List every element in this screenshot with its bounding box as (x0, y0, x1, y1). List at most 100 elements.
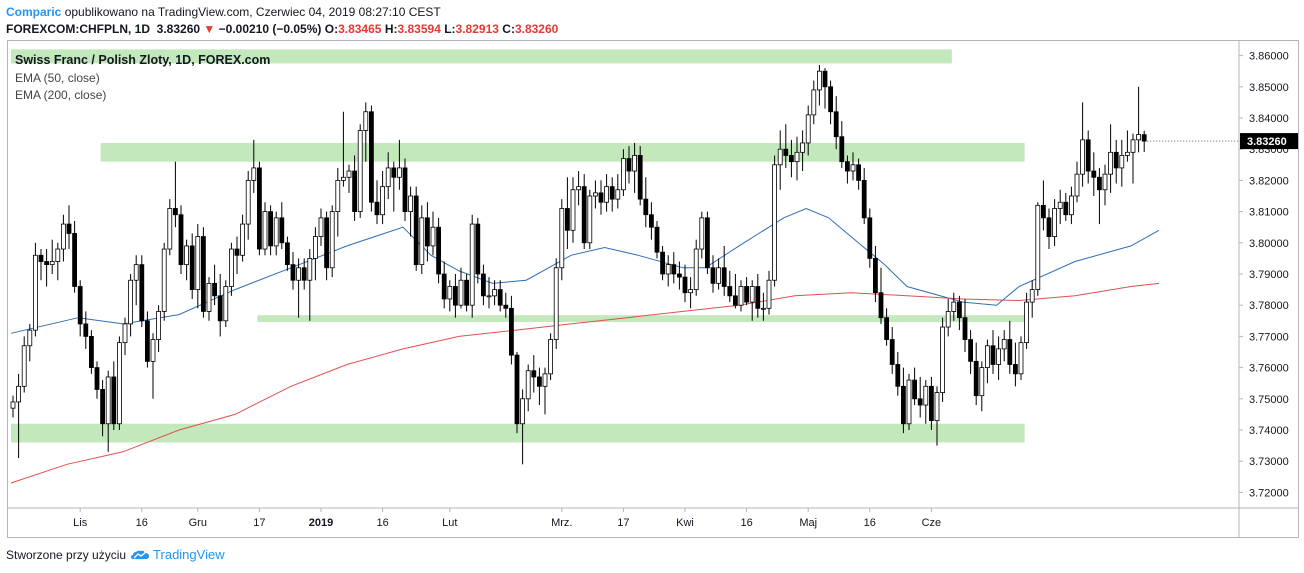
candle (604, 174, 609, 212)
candle (649, 202, 654, 240)
candle (195, 224, 201, 309)
open-value: 3.83465 (338, 22, 382, 36)
candle (100, 380, 105, 437)
candle (1052, 199, 1057, 246)
candles-layer (10, 64, 1147, 465)
candle-body (1029, 289, 1035, 303)
candle-body (312, 236, 318, 259)
candle-body (368, 111, 374, 203)
support-resistance-zone (11, 49, 952, 64)
candle-body (66, 223, 72, 234)
candle (537, 367, 542, 406)
candle-body (727, 286, 733, 297)
candle-body (889, 339, 895, 365)
candle (721, 245, 727, 296)
candle (217, 274, 223, 337)
candle-body (139, 264, 145, 322)
candle (968, 330, 973, 374)
candle (985, 339, 990, 384)
candle-body (352, 170, 358, 212)
candle-body (1063, 201, 1069, 216)
candle-body (318, 217, 324, 237)
candle (800, 130, 805, 172)
candle-body (990, 345, 996, 365)
tradingview-logo[interactable]: TradingView (130, 547, 225, 562)
candle-body (985, 345, 990, 369)
candle (705, 211, 710, 274)
candle (72, 220, 77, 293)
x-tick-label: 2019 (309, 517, 333, 529)
author-name[interactable]: Comparic (6, 5, 62, 19)
candle (789, 139, 794, 178)
candle-body (716, 267, 721, 284)
candle (240, 214, 246, 262)
candle (565, 177, 570, 250)
x-tick-label: 17 (617, 517, 629, 529)
candle-body (77, 286, 83, 325)
candle (828, 80, 833, 125)
candle (161, 242, 167, 321)
candle (665, 255, 671, 287)
candle-body (94, 367, 100, 390)
candle (912, 367, 917, 406)
candle (643, 177, 649, 228)
ema200-legend[interactable]: EMA (200, close) (15, 88, 107, 102)
candle (559, 199, 565, 281)
ema50-legend[interactable]: EMA (50, close) (15, 71, 100, 85)
candle (128, 274, 133, 337)
y-tick-label: 3.80000 (1249, 238, 1289, 250)
candle-body (845, 161, 850, 172)
candle (553, 258, 559, 349)
candle (772, 155, 777, 287)
candle-body (1091, 170, 1097, 178)
candle-body (245, 179, 251, 225)
candle-body (649, 214, 654, 228)
candle-body (873, 257, 878, 294)
candle-body (559, 208, 565, 269)
candle-body (839, 136, 845, 163)
candle-body (962, 317, 968, 340)
candle-body (469, 223, 475, 306)
candle (480, 264, 486, 306)
candle-body (520, 398, 525, 425)
candle-body (940, 326, 945, 393)
candle (1013, 342, 1018, 387)
y-tick-label: 3.86000 (1249, 51, 1289, 63)
candle (884, 308, 889, 346)
ema200-line (10, 282, 1160, 484)
candle (83, 311, 89, 349)
candle-body (223, 286, 229, 322)
candle-body (144, 320, 150, 362)
candle-body (1001, 339, 1007, 350)
candle-body (475, 223, 481, 275)
candle (766, 270, 772, 315)
candle (856, 158, 861, 190)
candle (1035, 202, 1041, 296)
y-tick-label: 3.78000 (1249, 300, 1289, 312)
candle (945, 298, 951, 337)
candle-body (1130, 139, 1136, 153)
candle (934, 386, 940, 446)
candle (514, 352, 520, 434)
candle-body (346, 170, 352, 178)
candle-body (391, 167, 397, 178)
candle-body (413, 195, 419, 266)
candle (223, 280, 229, 328)
candle-body (945, 311, 951, 328)
candle (340, 111, 346, 187)
candle (895, 352, 901, 396)
candle (716, 258, 721, 290)
candle (867, 208, 873, 268)
last-price-label: 3.83260 (1247, 136, 1287, 148)
candle-body (884, 317, 889, 340)
price-chart[interactable]: 3.72000 3.73000 3.74000 3.75000 3.76000 3.770… (7, 40, 1299, 538)
candle (228, 242, 234, 296)
candle-body (105, 376, 111, 425)
candle (32, 242, 38, 337)
candle-body (117, 342, 122, 425)
candle-body (514, 354, 520, 425)
candle-body (861, 179, 867, 219)
candle (212, 264, 218, 306)
support-resistance-zone (11, 423, 1025, 443)
candle (1007, 320, 1013, 374)
